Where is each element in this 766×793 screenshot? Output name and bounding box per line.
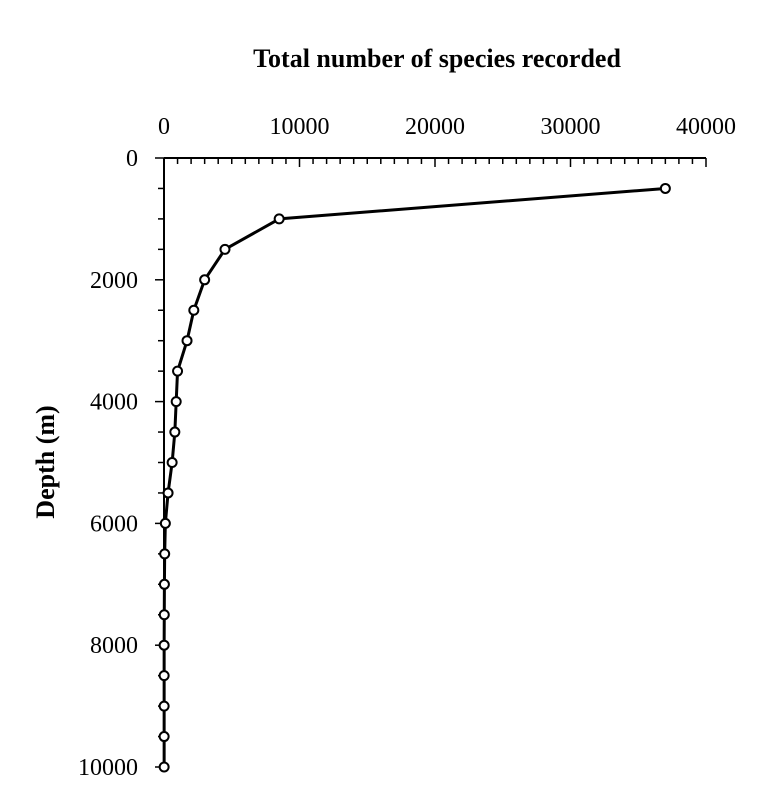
y-tick-label: 8000 [90, 633, 138, 659]
data-point [158, 670, 170, 682]
data-point [188, 304, 200, 316]
data-series [158, 182, 671, 773]
chart-title: Total number of species recorded [253, 44, 621, 73]
data-point [659, 182, 671, 194]
x-tick-label: 30000 [541, 114, 601, 140]
y-tick-label: 10000 [78, 755, 138, 781]
data-point [158, 700, 170, 712]
data-point [158, 761, 170, 773]
y-tick-label: 2000 [90, 268, 138, 294]
data-point [158, 731, 170, 743]
x-tick-label: 40000 [676, 114, 736, 140]
data-point [158, 639, 170, 651]
x-tick-label: 10000 [270, 114, 330, 140]
data-point [181, 335, 193, 347]
data-point [172, 365, 184, 377]
data-point [159, 548, 171, 560]
y-tick-label: 0 [126, 146, 138, 172]
data-point [159, 517, 171, 529]
data-point [273, 213, 285, 225]
y-axis: 0 2000 4000 6000 8000 10000 [78, 146, 165, 781]
data-point [166, 457, 178, 468]
data-point [162, 487, 174, 499]
data-point [158, 609, 170, 621]
x-tick-label: 0 [158, 114, 170, 140]
data-point [219, 243, 231, 255]
y-tick-label: 4000 [90, 390, 138, 416]
series-line [162, 186, 666, 767]
y-tick-label: 6000 [90, 511, 138, 537]
y-axis-label: Depth (m) [31, 405, 60, 518]
data-point [169, 426, 181, 438]
data-point [199, 274, 211, 286]
x-tick-label: 20000 [405, 114, 465, 140]
data-point [170, 396, 182, 408]
x-axis: 0 10000 20000 30000 40000 [158, 114, 736, 167]
data-point [158, 578, 170, 590]
